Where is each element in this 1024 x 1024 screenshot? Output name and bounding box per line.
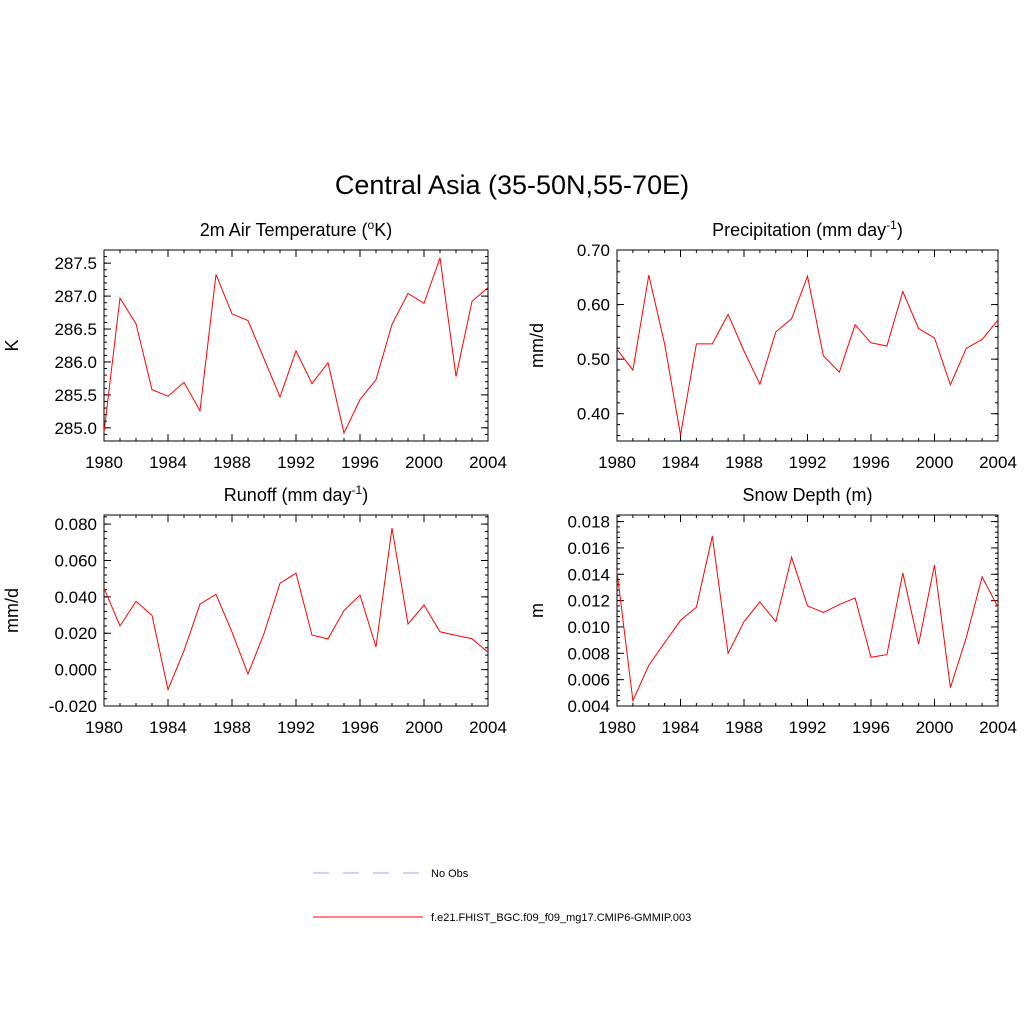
y-tick-label: 0.060 xyxy=(54,551,97,570)
x-tick-label: 2004 xyxy=(469,718,507,737)
y-tick-label: 0.014 xyxy=(567,565,610,584)
x-tick-label: 1996 xyxy=(852,453,890,472)
x-tick-label: 1984 xyxy=(662,718,700,737)
panel-title-superscript: o xyxy=(368,218,375,232)
x-tick-label: 1992 xyxy=(789,718,827,737)
y-tick-label: 0.50 xyxy=(577,350,610,369)
x-tick-label: 1996 xyxy=(852,718,890,737)
series-line xyxy=(616,535,999,703)
plot-frame xyxy=(103,514,489,707)
x-tick-label: 1984 xyxy=(149,718,187,737)
chart-panel-2: 1980 1984 1988 1992 1996 2000 2004 0.40 0.50 0.60… xyxy=(527,218,1017,472)
y-tick-label: 0.60 xyxy=(577,296,610,315)
y-tick-label: 0.008 xyxy=(567,644,610,663)
y-tick-label: 0.020 xyxy=(54,624,97,643)
y-tick-label: 287.0 xyxy=(54,287,97,306)
x-tick-label: 1984 xyxy=(149,453,187,472)
y-axis-label: mm/d xyxy=(527,323,547,368)
plot-frame xyxy=(103,249,489,442)
x-tick-label: 1992 xyxy=(789,453,827,472)
x-tick-label: 1988 xyxy=(725,718,763,737)
y-tick-label: 287.5 xyxy=(54,254,97,273)
y-axis-label: mm/d xyxy=(2,588,22,633)
x-tick-label: 2000 xyxy=(916,718,954,737)
y-tick-label: 286.0 xyxy=(54,353,97,372)
x-tick-label: 1996 xyxy=(341,718,379,737)
panel-title: Runoff (mm day-1) xyxy=(224,483,368,505)
series-line xyxy=(103,528,489,692)
x-tick-label: 1992 xyxy=(277,453,315,472)
x-tick-label: 2004 xyxy=(469,453,507,472)
panel-title-suffix: ) xyxy=(897,220,903,240)
series-line xyxy=(616,274,999,436)
x-tick-label: 1984 xyxy=(662,453,700,472)
x-tick-label: 2000 xyxy=(405,718,443,737)
y-axis-label: K xyxy=(2,339,22,351)
legend-label: No Obs xyxy=(431,868,469,880)
x-tick-label: 1996 xyxy=(341,453,379,472)
y-tick-label: 285.0 xyxy=(54,419,97,438)
x-tick-label: 1980 xyxy=(85,718,123,737)
y-tick-label: 285.5 xyxy=(54,386,97,405)
legend-label: f.e21.FHIST_BGC.f09_f09_mg17.CMIP6-GMMIP… xyxy=(431,912,691,924)
legend: No Obs f.e21.FHIST_BGC.f09_f09_mg17.CMIP6… xyxy=(313,868,691,924)
x-tick-label: 2000 xyxy=(916,453,954,472)
panel-title-superscript: -1 xyxy=(352,483,363,497)
panel-title-superscript: -1 xyxy=(886,218,897,232)
x-tick-label: 1988 xyxy=(213,453,251,472)
x-tick-label: 1988 xyxy=(213,718,251,737)
y-tick-label: 0.006 xyxy=(567,671,610,690)
y-tick-label: 0.40 xyxy=(577,405,610,424)
y-tick-label: 0.010 xyxy=(567,618,610,637)
x-tick-label: 1980 xyxy=(598,718,636,737)
panel-title: Snow Depth (m) xyxy=(742,485,872,505)
panel-title: 2m Air Temperature (oK) xyxy=(200,218,392,240)
panel-title-text: Snow Depth (m) xyxy=(742,485,872,505)
x-tick-label: 2000 xyxy=(405,453,443,472)
y-tick-label: 0.70 xyxy=(577,241,610,260)
y-tick-label: 0.004 xyxy=(567,697,610,716)
y-tick-label: 0.018 xyxy=(567,513,610,532)
x-tick-label: 2004 xyxy=(979,453,1017,472)
panel-title-text: Precipitation (mm day xyxy=(712,220,886,240)
main-title: Central Asia (35-50N,55-70E) xyxy=(334,170,690,200)
y-tick-label: 286.5 xyxy=(54,320,97,339)
y-tick-label: -0.020 xyxy=(49,697,97,716)
y-tick-label: 0.080 xyxy=(54,515,97,534)
y-tick-label: 0.012 xyxy=(567,592,610,611)
x-tick-label: 2004 xyxy=(979,718,1017,737)
panel-title-suffix: ) xyxy=(362,485,368,505)
y-tick-label: 0.000 xyxy=(54,661,97,680)
chart-panel-3: 1980 1984 1988 1992 1996 2000 2004 -0.020 0.000 0… xyxy=(2,483,507,737)
y-tick-label: 0.016 xyxy=(567,539,610,558)
series-line xyxy=(103,257,489,435)
chart-panel-4: 1980 1984 1988 1992 1996 2000 2004 0.004 0.006 0.… xyxy=(527,485,1017,737)
panel-title-text: Runoff (mm day xyxy=(224,485,352,505)
x-tick-label: 1988 xyxy=(725,453,763,472)
x-tick-label: 1980 xyxy=(85,453,123,472)
x-tick-label: 1980 xyxy=(598,453,636,472)
panel-title: Precipitation (mm day-1) xyxy=(712,218,903,240)
chart-panel-1: 1980 1984 1988 1992 1996 2000 2004 285.0 285.5 28… xyxy=(2,218,507,472)
x-tick-label: 1992 xyxy=(277,718,315,737)
y-tick-label: 0.040 xyxy=(54,588,97,607)
panel-title-text: 2m Air Temperature ( xyxy=(200,220,368,240)
panel-title-suffix: K) xyxy=(374,220,392,240)
y-axis-label: m xyxy=(527,603,547,618)
